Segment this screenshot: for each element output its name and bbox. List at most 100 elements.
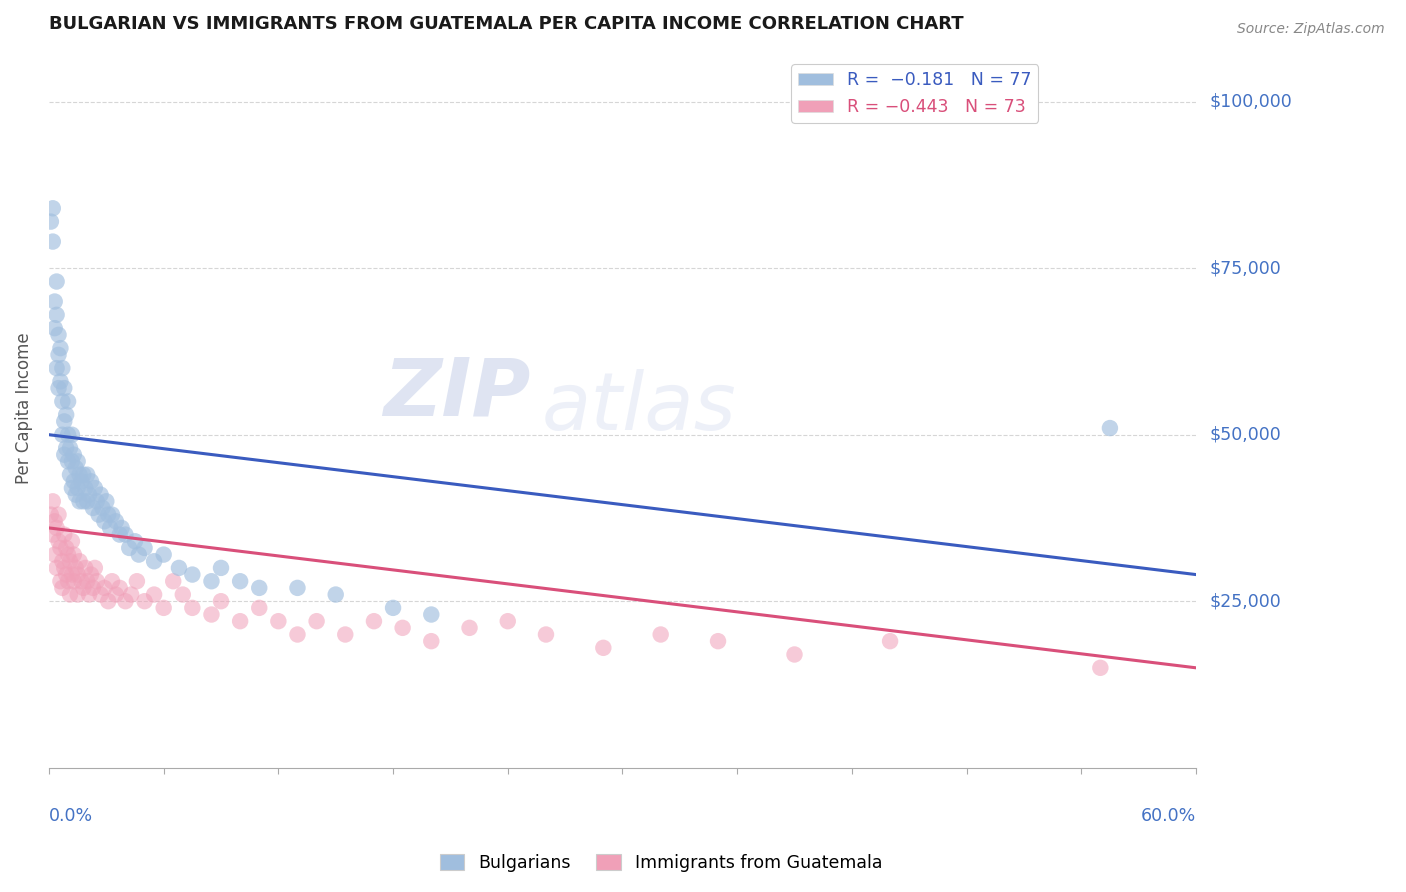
Point	[104, 588, 127, 602]
Point	[287, 581, 309, 595]
Point	[86, 494, 108, 508]
Text: atlas: atlas	[543, 369, 737, 447]
Point	[96, 494, 118, 508]
Point	[110, 521, 132, 535]
Point	[209, 594, 232, 608]
Point	[325, 588, 347, 602]
Text: $100,000: $100,000	[1209, 93, 1292, 111]
Point	[72, 494, 94, 508]
Point	[90, 488, 112, 502]
Legend: Bulgarians, Immigrants from Guatemala: Bulgarians, Immigrants from Guatemala	[433, 847, 889, 879]
Point	[49, 341, 72, 355]
Point	[534, 627, 557, 641]
Point	[42, 494, 65, 508]
Point	[143, 554, 166, 568]
Point	[247, 600, 270, 615]
Point	[65, 561, 87, 575]
Point	[51, 394, 73, 409]
Point	[53, 414, 76, 428]
Point	[108, 581, 131, 595]
Point	[60, 534, 83, 549]
Y-axis label: Per Capita Income: Per Capita Income	[15, 332, 32, 483]
Point	[53, 561, 76, 575]
Point	[80, 475, 103, 489]
Point	[97, 594, 120, 608]
Point	[53, 448, 76, 462]
Point	[152, 548, 174, 562]
Point	[124, 534, 146, 549]
Point	[143, 588, 166, 602]
Point	[382, 600, 405, 615]
Point	[56, 454, 79, 468]
Point	[83, 481, 105, 495]
Point	[167, 561, 190, 575]
Point	[305, 614, 328, 628]
Point	[98, 521, 121, 535]
Point	[60, 454, 83, 468]
Point	[60, 567, 83, 582]
Point	[200, 607, 222, 622]
Point	[66, 481, 89, 495]
Point	[209, 561, 232, 575]
Point	[108, 527, 131, 541]
Point	[134, 594, 156, 608]
Point	[42, 201, 65, 215]
Point	[783, 648, 806, 662]
Point	[458, 621, 481, 635]
Point	[267, 614, 290, 628]
Point	[76, 494, 98, 508]
Point	[55, 567, 77, 582]
Point	[59, 554, 82, 568]
Point	[66, 567, 89, 582]
Point	[420, 607, 443, 622]
Point	[118, 541, 141, 555]
Point	[229, 614, 252, 628]
Point	[91, 500, 114, 515]
Point	[75, 481, 97, 495]
Point	[391, 621, 413, 635]
Point	[45, 521, 67, 535]
Point	[70, 574, 93, 589]
Point	[75, 561, 97, 575]
Point	[76, 467, 98, 482]
Point	[650, 627, 672, 641]
Point	[70, 475, 93, 489]
Point	[55, 541, 77, 555]
Point	[134, 541, 156, 555]
Point	[69, 554, 91, 568]
Point	[77, 488, 100, 502]
Point	[77, 588, 100, 602]
Point	[59, 467, 82, 482]
Point	[48, 381, 70, 395]
Point	[83, 561, 105, 575]
Point	[55, 441, 77, 455]
Point	[247, 581, 270, 595]
Point	[60, 427, 83, 442]
Point	[82, 500, 104, 515]
Point	[287, 627, 309, 641]
Point	[707, 634, 730, 648]
Point	[420, 634, 443, 648]
Point	[76, 574, 98, 589]
Point	[49, 541, 72, 555]
Point	[51, 361, 73, 376]
Legend: R =  −0.181   N = 77, R = −0.443   N = 73: R = −0.181 N = 77, R = −0.443 N = 73	[792, 64, 1038, 123]
Point	[49, 375, 72, 389]
Point	[44, 514, 66, 528]
Text: $50,000: $50,000	[1209, 425, 1282, 443]
Point	[87, 508, 110, 522]
Point	[56, 427, 79, 442]
Point	[63, 574, 86, 589]
Point	[69, 467, 91, 482]
Point	[42, 527, 65, 541]
Point	[44, 548, 66, 562]
Text: Source: ZipAtlas.com: Source: ZipAtlas.com	[1237, 22, 1385, 37]
Point	[49, 574, 72, 589]
Point	[45, 308, 67, 322]
Point	[90, 588, 112, 602]
Point	[56, 548, 79, 562]
Point	[65, 488, 87, 502]
Point	[97, 508, 120, 522]
Point	[39, 214, 62, 228]
Point	[51, 427, 73, 442]
